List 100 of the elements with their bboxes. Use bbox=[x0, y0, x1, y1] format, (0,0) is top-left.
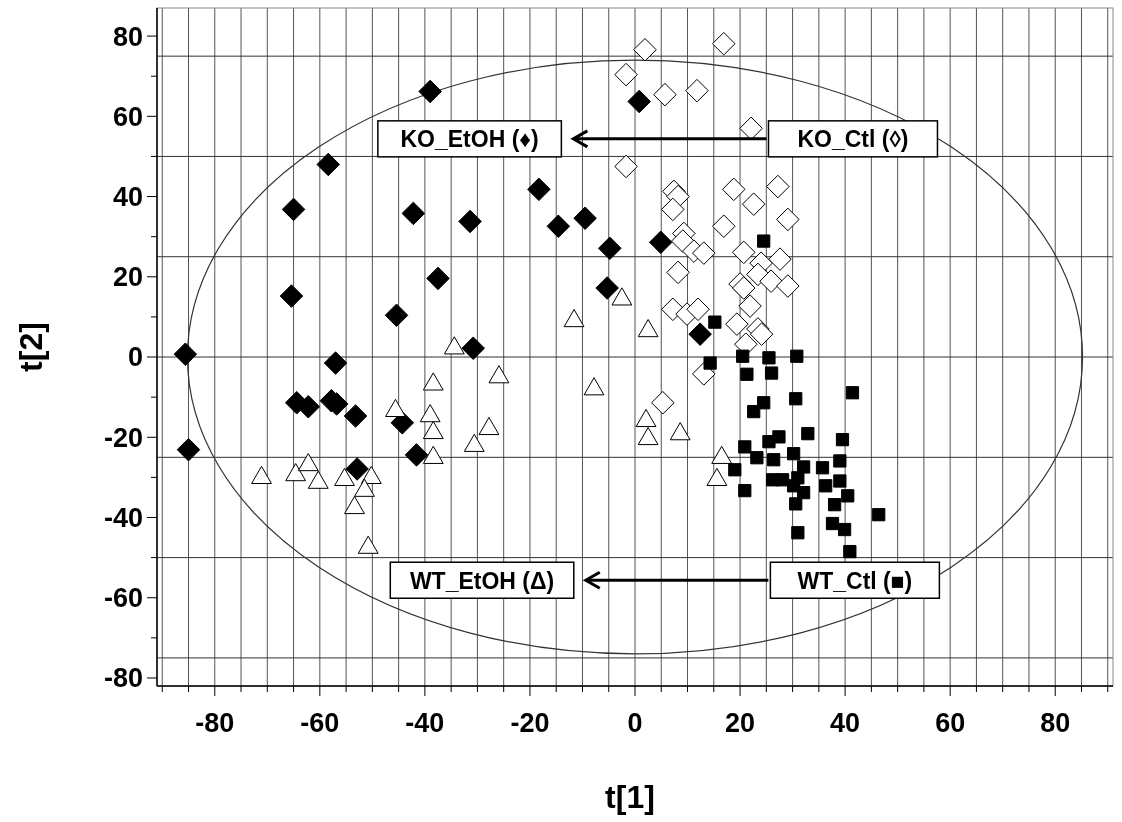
point bbox=[633, 37, 657, 62]
annotation: KO_Ctl (◊) bbox=[797, 126, 909, 153]
point bbox=[768, 247, 792, 271]
y-tick-label: -80 bbox=[103, 663, 143, 694]
point bbox=[703, 356, 717, 370]
point bbox=[573, 206, 597, 230]
y-tick-label: 60 bbox=[112, 101, 143, 132]
point bbox=[384, 303, 409, 328]
x-tick-label: 0 bbox=[627, 708, 643, 738]
point bbox=[401, 201, 426, 226]
point bbox=[791, 526, 805, 540]
point bbox=[323, 351, 348, 375]
point bbox=[796, 486, 811, 500]
point bbox=[815, 461, 830, 475]
point bbox=[825, 516, 840, 531]
point bbox=[651, 391, 675, 415]
point bbox=[772, 430, 786, 444]
x-tick-label: -40 bbox=[405, 708, 445, 738]
point bbox=[736, 349, 750, 363]
point bbox=[776, 274, 800, 298]
point bbox=[843, 544, 857, 559]
point bbox=[725, 312, 749, 336]
point bbox=[281, 197, 306, 222]
point bbox=[741, 192, 766, 216]
point bbox=[426, 266, 450, 291]
point bbox=[790, 349, 804, 363]
x-tick-label: 80 bbox=[1040, 708, 1071, 738]
point bbox=[747, 404, 761, 419]
point bbox=[546, 214, 571, 239]
point bbox=[845, 386, 860, 400]
point bbox=[648, 230, 673, 255]
point bbox=[819, 479, 833, 493]
x-tick-label: -80 bbox=[195, 708, 235, 738]
point bbox=[749, 322, 774, 346]
point bbox=[653, 82, 677, 107]
point bbox=[712, 31, 736, 56]
point bbox=[776, 207, 800, 232]
y-tick-label: 40 bbox=[112, 182, 143, 213]
point bbox=[418, 79, 442, 104]
point bbox=[738, 294, 762, 318]
point bbox=[721, 177, 746, 202]
point bbox=[791, 471, 805, 485]
annotation: KO_EtOH (♦) bbox=[400, 126, 539, 153]
point bbox=[827, 498, 842, 512]
y-tick-label: 80 bbox=[112, 21, 143, 52]
point bbox=[614, 154, 638, 179]
point bbox=[738, 440, 752, 454]
point bbox=[692, 241, 716, 265]
x-tick-label: 40 bbox=[830, 708, 861, 738]
point bbox=[627, 89, 651, 114]
x-tick-label: -60 bbox=[300, 708, 340, 738]
point bbox=[767, 453, 781, 467]
point bbox=[872, 508, 886, 522]
point bbox=[787, 447, 801, 461]
point bbox=[796, 460, 811, 474]
point bbox=[279, 284, 304, 308]
point bbox=[712, 214, 736, 239]
point bbox=[757, 396, 771, 410]
point bbox=[762, 351, 776, 365]
point bbox=[728, 463, 742, 477]
point bbox=[316, 152, 340, 177]
point bbox=[775, 473, 790, 487]
point bbox=[738, 484, 752, 498]
x-tick-label: 20 bbox=[725, 708, 756, 738]
y-tick-label: -60 bbox=[103, 583, 143, 614]
point bbox=[766, 174, 790, 199]
point bbox=[757, 234, 771, 248]
point bbox=[731, 240, 756, 265]
point bbox=[345, 457, 369, 481]
x-axis-title: t[1] bbox=[605, 779, 655, 815]
point bbox=[176, 437, 201, 462]
point bbox=[404, 443, 429, 467]
point bbox=[764, 366, 779, 380]
point bbox=[458, 209, 482, 234]
point bbox=[833, 474, 847, 488]
point bbox=[833, 454, 847, 468]
point bbox=[343, 404, 368, 428]
point bbox=[527, 177, 551, 202]
x-tick-label: -20 bbox=[510, 708, 550, 738]
point bbox=[837, 522, 852, 537]
y-tick-label: -40 bbox=[103, 502, 143, 533]
point bbox=[685, 78, 709, 103]
point bbox=[173, 342, 198, 366]
point bbox=[708, 315, 722, 329]
point bbox=[661, 197, 685, 222]
point bbox=[801, 427, 815, 441]
y-axis-title: t[2] bbox=[13, 322, 49, 372]
annotation: WT_Ctl (■) bbox=[797, 567, 913, 594]
point bbox=[686, 297, 710, 322]
y-tick-label: -20 bbox=[103, 422, 143, 453]
point bbox=[789, 392, 803, 406]
point bbox=[841, 489, 855, 503]
point bbox=[666, 260, 690, 285]
annotation: WT_EtOH (Δ) bbox=[409, 567, 555, 594]
point bbox=[789, 497, 803, 511]
point bbox=[835, 433, 850, 447]
point bbox=[750, 451, 764, 465]
x-tick-label: 60 bbox=[935, 708, 966, 738]
point bbox=[688, 322, 712, 346]
point bbox=[461, 336, 485, 360]
